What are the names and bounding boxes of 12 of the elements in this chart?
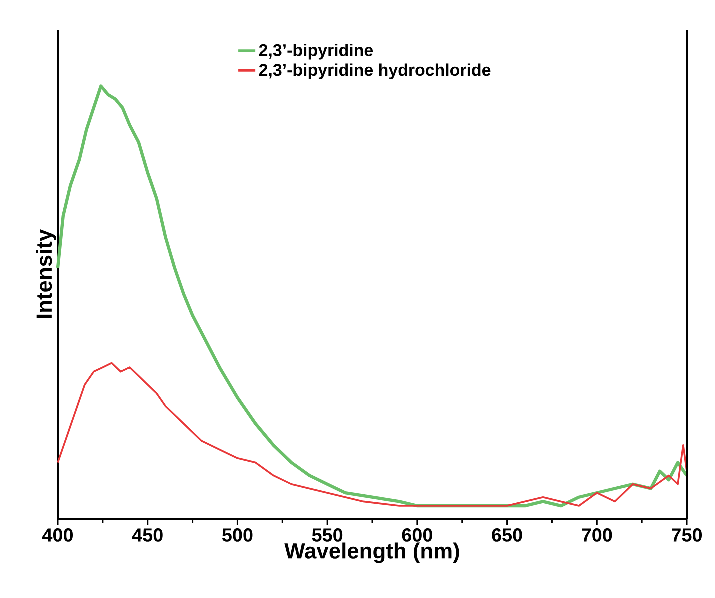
x-tick-label: 600 [402, 528, 432, 542]
x-tick-label: 550 [312, 528, 343, 542]
legend-label: 2,3’-bipyridine [259, 44, 374, 60]
x-tick-label: 650 [492, 528, 522, 542]
x-tick-label: 500 [222, 528, 253, 542]
x-tick-label: 450 [132, 528, 163, 542]
x-tick-label: 700 [582, 528, 612, 542]
x-axis-title: Wavelength (nm) [284, 542, 460, 564]
x-tick-label: 750 [672, 528, 702, 542]
legend-label: 2,3’-bipyridine hydrochloride [259, 64, 491, 80]
y-axis-title: Intensity [36, 230, 56, 318]
x-tick-label: 400 [42, 528, 74, 542]
